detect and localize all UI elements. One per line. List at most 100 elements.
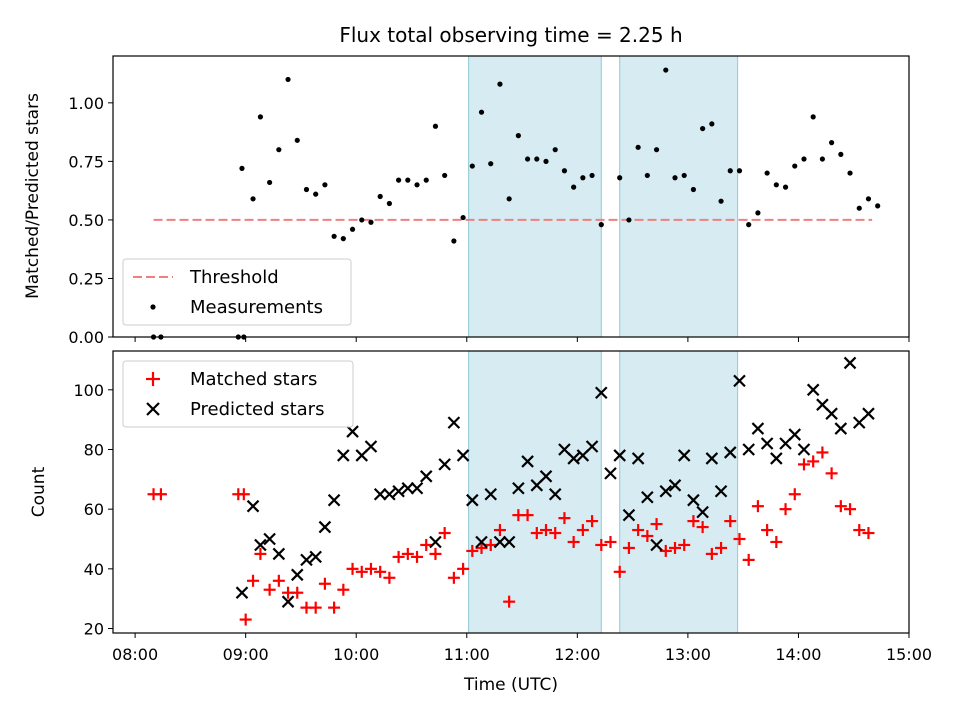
predicted-star-point [733, 374, 746, 388]
matched-star-point [816, 446, 829, 459]
legend-matched-label: Matched stars [190, 369, 317, 390]
predicted-star-point [604, 467, 617, 480]
predicted-star-point [456, 449, 470, 462]
matched-star-point [742, 553, 755, 566]
predicted-star-point [834, 422, 848, 435]
matched-star-point [438, 527, 451, 540]
observing-span [619, 350, 739, 634]
matched-star-point [237, 488, 250, 501]
measurement-point [543, 158, 549, 164]
predicted-star-point [502, 535, 516, 549]
matched-star-point [247, 574, 260, 587]
predicted-star-point [641, 490, 654, 504]
predicted-star-point [263, 532, 276, 546]
predicted-star-point [318, 520, 332, 534]
matched-star-point [779, 503, 792, 516]
predicted-star-point [595, 386, 608, 400]
y-tick-label: 0.75 [68, 152, 104, 171]
measurement-point [598, 222, 604, 228]
predicted-star-point [392, 484, 405, 498]
x-tick-label: 14:00 [775, 645, 821, 664]
predicted-star-point [539, 470, 553, 483]
measurement-point [478, 109, 485, 115]
matched-star-point [318, 577, 331, 590]
matched-star-point [715, 541, 728, 554]
observing-span [468, 55, 602, 338]
measurement-point [515, 133, 521, 139]
matched-star-point [567, 535, 580, 548]
matched-star-point [411, 550, 424, 563]
measurement-point [294, 137, 300, 143]
x-tick-label: 15:00 [886, 645, 932, 664]
ratio-panel-frame [112, 55, 910, 338]
counts-panel: 20 40 60 80 100 08:00 09:00 10:00 11:00 12:00 13:… [29, 350, 932, 695]
measurement-point [414, 182, 420, 188]
predicted-star-point [760, 437, 774, 450]
matched-star-point [613, 565, 626, 578]
measurement-point [340, 236, 346, 242]
measurement-point [488, 161, 494, 167]
matched-star-point [309, 601, 322, 614]
predicted-star-point [742, 443, 755, 456]
ratio-panel-y-label: Matched/Predicted stars [23, 93, 43, 299]
matched-star-point [364, 562, 377, 575]
measurement-point [819, 156, 825, 162]
predicted-star-point [613, 449, 626, 462]
matched-star-point [346, 562, 359, 575]
matched-star-point [328, 601, 341, 614]
matched-star-point [475, 541, 488, 554]
measurement-point [810, 114, 816, 120]
legend-measurements-label: Measurements [190, 297, 323, 318]
x-tick-label: 12:00 [554, 645, 600, 664]
measurement-point [672, 175, 678, 181]
matched-star-point [595, 538, 608, 551]
predicted-star-point [309, 550, 322, 564]
measurement-point [386, 200, 392, 207]
predicted-star-point [705, 452, 719, 465]
y-tick-label: 0.00 [68, 328, 104, 347]
predicted-star-point [290, 568, 304, 582]
predicted-star-point [650, 538, 663, 552]
measurement-point [276, 147, 282, 153]
predicted-star-point [567, 452, 580, 465]
chart-title: Flux total observing time = 2.25 h [339, 23, 682, 47]
matched-star-point [724, 515, 737, 528]
x-axis-label: Time (UTC) [463, 675, 558, 695]
matched-star-point [447, 571, 460, 584]
matched-star-point [420, 538, 433, 551]
predicted-star-point [714, 484, 728, 498]
measurement-point [727, 168, 733, 174]
matched-star-point [540, 524, 553, 537]
ratio-legend-box [122, 258, 352, 326]
predicted-star-point [429, 535, 442, 549]
measurement-point [626, 217, 632, 223]
matched-star-point [751, 500, 764, 513]
measurement-point [331, 233, 337, 239]
measurement-point [469, 163, 475, 169]
legend-measurements-swatch [150, 304, 156, 310]
matched-star-point [705, 547, 718, 560]
measurement-point [257, 114, 264, 120]
y-tick-label: 1.00 [68, 94, 104, 113]
predicted-star-point [254, 538, 267, 552]
measurement-point [690, 186, 697, 193]
measurement-point [718, 198, 724, 204]
measurement-point [801, 156, 807, 162]
measurement-point [432, 123, 439, 129]
measurement-point [497, 81, 503, 87]
predicted-star-point [327, 493, 341, 507]
measurement-point [322, 182, 328, 188]
measurement-point [755, 210, 761, 216]
measurement-point [239, 165, 245, 171]
matched-star-point [392, 550, 405, 563]
predicted-star-point [862, 407, 875, 420]
x-tick-label: 09:00 [223, 645, 269, 664]
measurement-point [653, 147, 660, 153]
measurement-point [838, 151, 844, 157]
predicted-star-point [272, 547, 286, 561]
matched-star-point [641, 530, 654, 543]
matched-star-point [429, 547, 442, 560]
predicted-star-point [696, 505, 709, 519]
matched-star-point [632, 524, 645, 537]
